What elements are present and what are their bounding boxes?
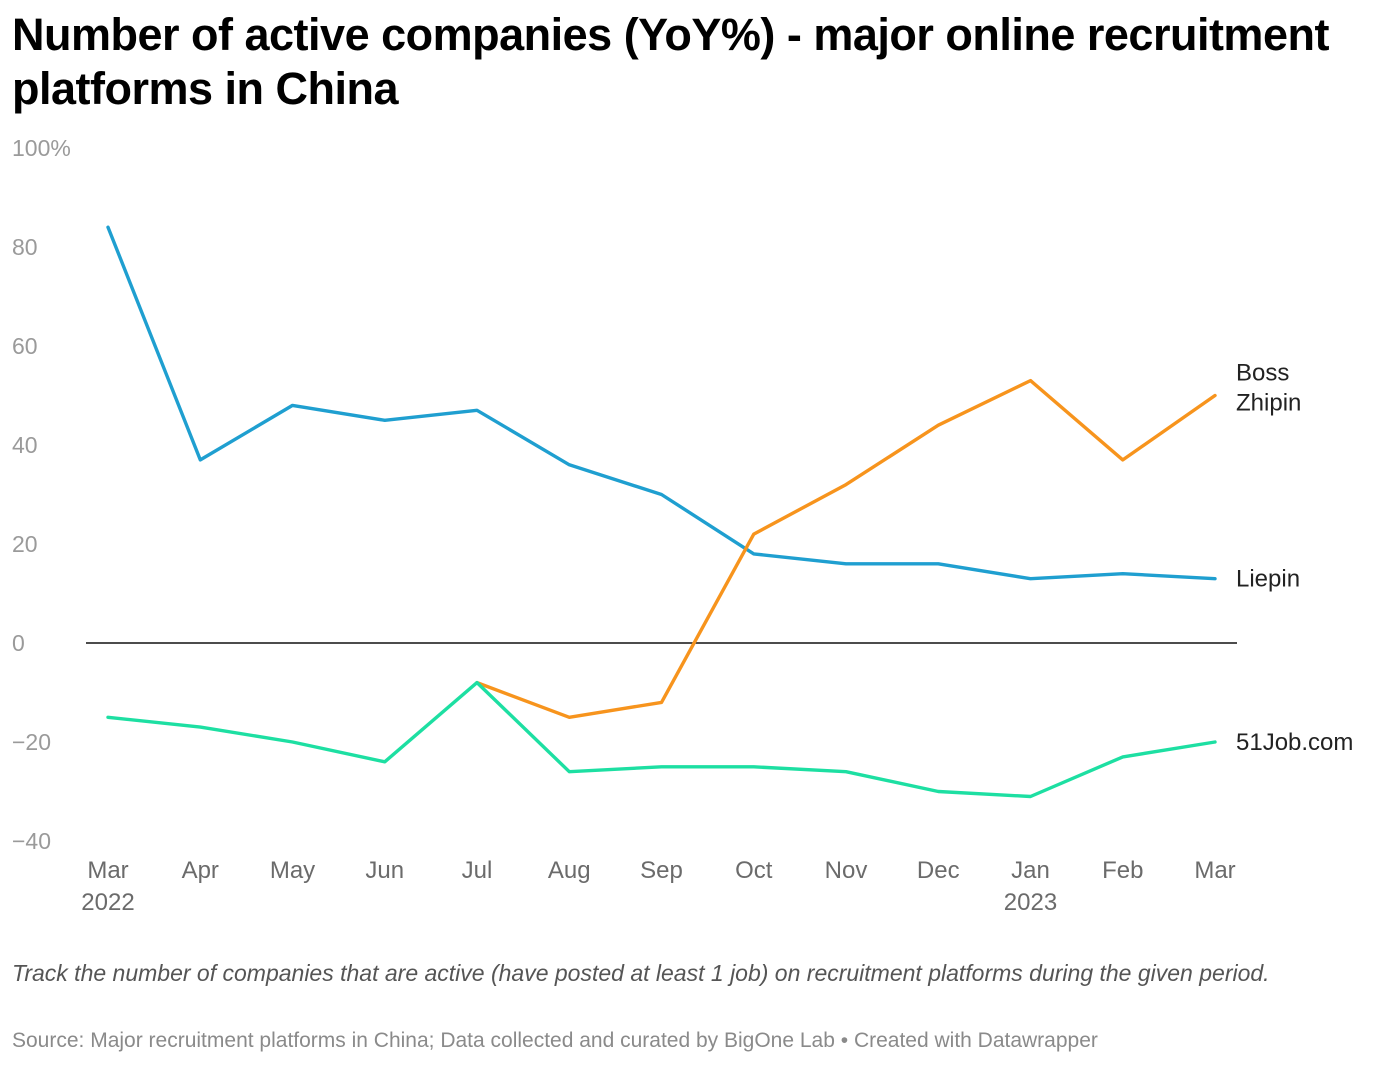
line-chart: 100% 80 60 40 20 0 −20 −40 Mar 2022 Apr May Jun Jul Au… [12,135,1353,916]
series-line-liepin [106,225,1217,581]
y-tick-label: 20 [12,531,38,557]
y-tick-label: 40 [12,432,38,458]
x-tick-label: Sep [640,857,683,884]
x-tick-label: Oct [735,857,773,884]
x-tick-label: Jun [365,857,404,884]
x-tick-label: Jan 2023 [1004,857,1057,916]
x-tick-label: Mar [1194,857,1235,884]
x-tick-label: Jul [462,857,493,884]
series-label: 51Job.com [1236,729,1353,756]
series-line-51job-com [106,680,1217,799]
x-tick-label: Dec [917,857,960,884]
y-tick-label: −40 [12,828,51,854]
y-tick-label: −20 [12,729,51,755]
series-line-boss-zhipin [475,378,1217,719]
y-tick-label: 80 [12,234,38,260]
x-tick-label: Feb [1102,857,1143,884]
series-label: Boss Zhipin [1236,360,1301,417]
x-tick-label: Aug [548,857,591,884]
x-tick-label: May [270,857,315,884]
x-tick-label: Apr [182,857,219,884]
x-tick-label: Nov [825,857,868,884]
chart-source: Source: Major recruitment platforms in C… [12,1029,1098,1052]
y-tick-label: 0 [12,630,25,656]
chart-title: Number of active companies (YoY%) - majo… [12,9,1329,114]
y-tick-label: 60 [12,333,38,359]
series-label: Liepin [1236,566,1300,593]
x-tick-label: Mar 2022 [81,857,134,916]
chart-description: Track the number of companies that are a… [12,960,1270,986]
y-tick-label: 100% [12,135,71,161]
